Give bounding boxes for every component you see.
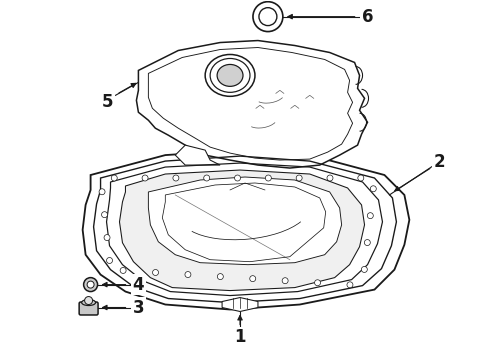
Text: 2: 2 [434,153,445,171]
Circle shape [85,297,93,305]
Circle shape [111,175,117,181]
Circle shape [368,213,373,219]
Circle shape [347,282,353,288]
Circle shape [358,175,364,181]
Circle shape [84,278,98,292]
Circle shape [296,175,302,181]
Polygon shape [120,170,365,291]
Circle shape [327,175,333,181]
Circle shape [253,2,283,32]
Ellipse shape [210,58,250,92]
Circle shape [370,186,376,192]
Polygon shape [136,41,368,168]
Circle shape [104,235,110,240]
Text: 5: 5 [102,93,113,111]
Circle shape [173,175,179,181]
Text: 3: 3 [133,298,144,316]
Polygon shape [222,298,258,311]
Polygon shape [148,177,342,265]
Ellipse shape [217,64,243,86]
Circle shape [315,280,320,286]
Circle shape [218,274,223,280]
Text: 4: 4 [133,276,144,294]
Circle shape [142,175,148,181]
FancyBboxPatch shape [79,302,98,315]
Circle shape [266,175,271,181]
Circle shape [87,281,94,288]
Polygon shape [175,145,220,165]
Circle shape [185,271,191,278]
Circle shape [361,266,368,273]
Text: 1: 1 [234,328,246,346]
Circle shape [152,270,158,275]
Circle shape [250,276,256,282]
Circle shape [120,267,126,274]
Ellipse shape [205,54,255,96]
Circle shape [204,175,210,181]
Circle shape [106,257,113,264]
Circle shape [282,278,288,284]
Circle shape [365,239,370,246]
Circle shape [101,212,107,218]
Ellipse shape [82,300,96,306]
Circle shape [99,189,105,195]
Polygon shape [83,150,409,310]
Circle shape [259,8,277,26]
Circle shape [235,175,241,181]
Text: 6: 6 [362,8,373,26]
